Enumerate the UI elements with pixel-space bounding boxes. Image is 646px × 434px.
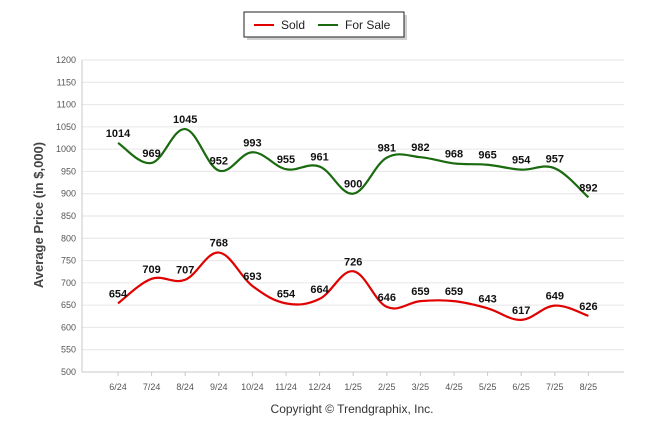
x-tick-label: 8/25 [580,382,598,392]
data-label-for-sale: 954 [512,155,531,167]
data-label-for-sale: 993 [243,137,261,149]
x-tick-label: 12/24 [308,382,331,392]
data-label-for-sale: 900 [344,179,362,191]
y-tick-label: 600 [61,322,76,332]
legend: Sold For Sale [243,11,407,40]
data-label-for-sale: 892 [579,182,597,194]
data-label-for-sale: 952 [210,156,228,168]
data-label-sold: 617 [512,305,530,317]
x-tick-label: 6/24 [109,382,127,392]
data-label-for-sale: 1014 [106,128,131,140]
x-tick-label: 10/24 [241,382,264,392]
data-label-for-sale: 982 [411,142,429,154]
y-tick-label: 650 [61,300,76,310]
x-tick-label: 3/25 [412,382,430,392]
y-tick-label: 1200 [56,55,76,65]
y-tick-label: 850 [61,211,76,221]
data-label-sold: 626 [579,301,597,313]
series [117,127,590,321]
data-label-for-sale: 969 [142,148,160,160]
y-axis-title: Average Price (in $,000) [31,142,46,288]
data-label-for-sale: 1045 [173,114,197,126]
data-label-for-sale: 955 [277,154,295,166]
y-tick-label: 750 [61,256,76,266]
data-label-sold: 654 [277,288,296,300]
y-tick-label: 550 [61,345,76,355]
data-label-sold: 646 [378,292,396,304]
axes: 500 550 600 650 700 750 800 850 900 950 1000 1050 11… [56,55,624,392]
y-tick-label: 500 [61,367,76,377]
y-tick-label: 1100 [57,100,76,110]
data-label-sold: 707 [176,265,194,277]
data-label-for-sale: 957 [546,153,564,165]
y-tick-label: 1050 [56,122,76,132]
data-labels: 654 709 707 768 693 654 664 726 646 659 659 643 617 6… [106,114,598,317]
x-tick-label: 8/24 [176,382,194,392]
x-tick-label: 6/25 [512,382,530,392]
legend-label-sold: Sold [281,18,305,32]
data-label-sold: 664 [310,284,329,296]
y-tick-label: 1150 [57,77,76,87]
legend-label-for-sale: For Sale [345,18,391,32]
series-line-for-sale [117,127,590,199]
data-label-sold: 643 [478,293,496,305]
x-tick-label: 7/25 [546,382,564,392]
data-label-sold: 659 [411,286,429,298]
data-label-sold: 654 [109,288,128,300]
x-tick-label: 5/25 [479,382,497,392]
grid [82,59,624,373]
data-label-sold: 659 [445,286,463,298]
x-tick-label: 7/24 [143,382,161,392]
x-tick-label: 2/25 [378,382,396,392]
x-tick-label: 1/25 [344,382,362,392]
series-line-sold [117,251,589,321]
x-tick-label: 9/24 [210,382,228,392]
data-label-for-sale: 981 [378,143,396,155]
copyright-text: Copyright © Trendgraphix, Inc. [271,402,434,416]
data-label-sold: 709 [142,264,160,276]
x-tick-label: 11/24 [275,382,297,392]
data-label-sold: 649 [546,291,564,303]
y-tick-label: 700 [61,278,76,288]
data-label-sold: 726 [344,256,362,268]
data-label-for-sale: 961 [310,152,328,164]
data-label-for-sale: 965 [478,150,496,162]
y-tick-label: 800 [61,233,76,243]
x-tick-label: 4/25 [445,382,463,392]
data-label-sold: 693 [243,271,261,283]
y-tick-label: 950 [61,166,76,176]
y-tick-label: 900 [61,189,76,199]
data-label-sold: 768 [210,238,228,250]
data-label-for-sale: 968 [445,148,463,160]
y-tick-label: 1000 [56,144,76,154]
